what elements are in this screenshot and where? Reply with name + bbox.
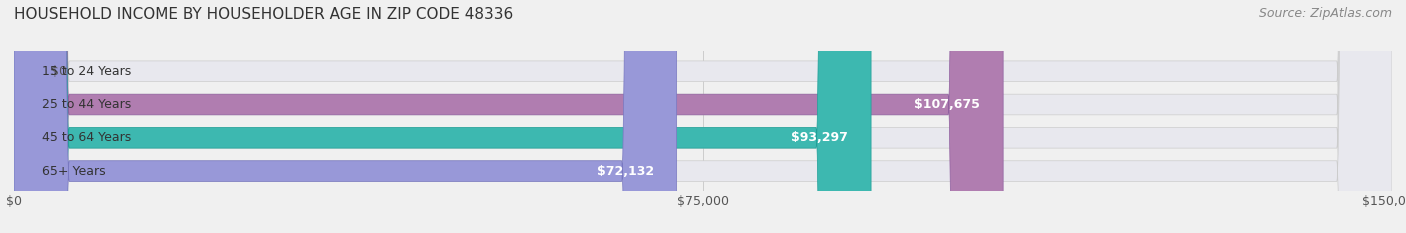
FancyBboxPatch shape [14,0,1392,233]
FancyBboxPatch shape [14,0,1392,233]
FancyBboxPatch shape [14,0,1392,233]
Text: HOUSEHOLD INCOME BY HOUSEHOLDER AGE IN ZIP CODE 48336: HOUSEHOLD INCOME BY HOUSEHOLDER AGE IN Z… [14,7,513,22]
Text: $0: $0 [51,65,67,78]
Text: 15 to 24 Years: 15 to 24 Years [42,65,131,78]
Text: 25 to 44 Years: 25 to 44 Years [42,98,131,111]
Text: $93,297: $93,297 [792,131,848,144]
Text: 65+ Years: 65+ Years [42,164,105,178]
FancyBboxPatch shape [14,0,1392,233]
FancyBboxPatch shape [14,0,676,233]
Text: 45 to 64 Years: 45 to 64 Years [42,131,131,144]
FancyBboxPatch shape [14,0,872,233]
Text: Source: ZipAtlas.com: Source: ZipAtlas.com [1258,7,1392,20]
Text: $107,675: $107,675 [914,98,980,111]
FancyBboxPatch shape [14,0,1002,233]
Text: $72,132: $72,132 [596,164,654,178]
